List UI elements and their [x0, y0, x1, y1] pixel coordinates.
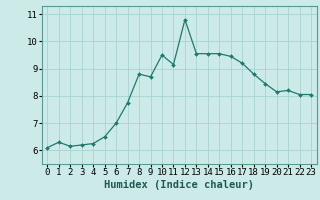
X-axis label: Humidex (Indice chaleur): Humidex (Indice chaleur) — [104, 180, 254, 190]
